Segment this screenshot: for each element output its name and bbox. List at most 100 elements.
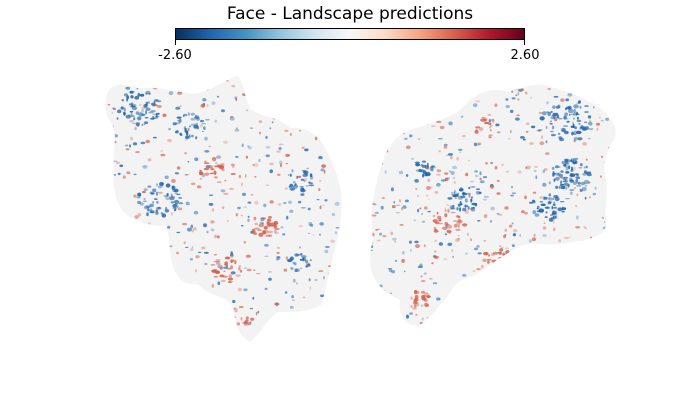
activation-speck — [214, 234, 217, 239]
activation-speck — [124, 144, 129, 147]
activation-speck — [399, 199, 401, 203]
activation-speck — [472, 103, 478, 108]
activation-speck — [301, 255, 307, 259]
activation-speck — [234, 128, 240, 132]
activation-speck — [309, 259, 312, 261]
activation-speck — [573, 157, 579, 160]
activation-speck — [306, 340, 312, 342]
activation-speck — [562, 180, 568, 183]
activation-speck — [155, 113, 158, 118]
activation-speck — [245, 109, 249, 112]
activation-speck — [534, 213, 540, 217]
activation-speck — [298, 76, 301, 80]
activation-speck — [262, 230, 266, 235]
activation-speck — [304, 177, 308, 182]
activation-speck — [131, 337, 134, 342]
activation-speck — [193, 227, 197, 231]
activation-speck — [492, 261, 495, 265]
activation-speck — [596, 122, 600, 126]
activation-speck — [431, 165, 435, 168]
activation-speck — [262, 84, 267, 88]
activation-speck — [423, 272, 427, 275]
activation-speck — [109, 160, 112, 164]
activation-speck — [300, 178, 305, 181]
activation-speck — [370, 242, 374, 245]
activation-speck — [406, 314, 409, 319]
activation-speck — [570, 191, 573, 195]
activation-speck — [289, 173, 292, 177]
activation-speck — [471, 208, 476, 212]
activation-speck — [574, 187, 576, 189]
activation-speck — [204, 172, 210, 176]
activation-speck — [386, 136, 390, 141]
activation-speck — [194, 116, 198, 119]
activation-speck — [155, 183, 158, 187]
activation-speck — [476, 188, 480, 190]
activation-speck — [208, 202, 214, 206]
activation-speck — [269, 224, 275, 227]
activation-speck — [228, 280, 234, 283]
activation-speck — [147, 101, 151, 104]
activation-speck — [495, 123, 500, 127]
activation-speck — [113, 134, 119, 138]
activation-speck — [176, 231, 181, 234]
activation-speck — [184, 333, 187, 338]
activation-speck — [581, 240, 586, 243]
activation-speck — [211, 101, 216, 105]
activation-speck — [338, 76, 342, 78]
activation-speck — [265, 154, 270, 158]
activation-speck — [547, 198, 553, 201]
activation-speck — [224, 256, 231, 260]
activation-speck — [578, 284, 581, 288]
activation-speck — [510, 262, 517, 265]
activation-speck — [337, 73, 339, 76]
activation-speck — [505, 316, 511, 320]
activation-speck — [553, 227, 556, 232]
activation-speck — [415, 244, 420, 249]
activation-speck — [180, 320, 183, 323]
activation-speck — [122, 175, 126, 179]
activation-speck — [151, 116, 155, 120]
activation-speck — [545, 211, 548, 214]
activation-speck — [292, 331, 295, 334]
activation-speck — [392, 237, 397, 241]
activation-speck — [455, 228, 461, 231]
activation-speck — [559, 277, 564, 282]
activation-speck — [500, 256, 505, 260]
activation-speck — [143, 104, 148, 108]
activation-speck — [484, 122, 490, 124]
activation-speck — [264, 255, 269, 257]
activation-speck — [115, 275, 119, 279]
activation-speck — [126, 98, 128, 102]
activation-speck — [177, 207, 183, 211]
activation-speck — [173, 199, 180, 204]
colorbar — [175, 28, 525, 45]
activation-speck — [563, 163, 567, 167]
activation-speck — [552, 112, 559, 115]
activation-speck — [203, 167, 210, 171]
activation-speck — [245, 254, 251, 258]
activation-speck — [230, 173, 236, 175]
activation-speck — [424, 173, 428, 177]
activation-speck — [247, 218, 250, 223]
activation-speck — [434, 250, 437, 253]
activation-speck — [434, 239, 437, 243]
activation-speck — [614, 251, 616, 254]
activation-speck — [174, 172, 179, 175]
activation-speck — [514, 274, 517, 279]
activation-speck — [410, 305, 413, 308]
activation-speck — [210, 81, 213, 83]
activation-speck — [182, 295, 185, 298]
activation-speck — [551, 206, 554, 210]
activation-speck — [299, 246, 301, 249]
activation-speck — [117, 307, 119, 311]
activation-speck — [171, 178, 176, 183]
activation-speck — [483, 214, 488, 219]
activation-speck — [331, 266, 333, 268]
activation-speck — [576, 130, 582, 135]
activation-speck — [609, 222, 612, 227]
activation-speck — [567, 319, 570, 322]
activation-speck — [508, 253, 514, 258]
activation-speck — [284, 187, 289, 190]
activation-speck — [140, 202, 144, 206]
